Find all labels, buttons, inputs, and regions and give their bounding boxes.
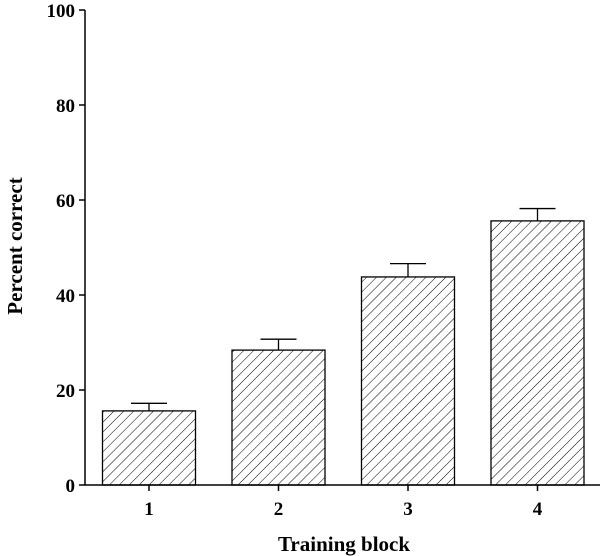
bars-layer xyxy=(101,220,585,486)
x-tick-label: 4 xyxy=(533,499,543,520)
error-bars-layer xyxy=(131,207,556,411)
bar-1 xyxy=(101,410,197,486)
y-tick-label: 40 xyxy=(56,286,75,307)
y-axis-title: Percent correct xyxy=(3,177,27,314)
bar-3 xyxy=(360,276,456,486)
y-tick-label: 0 xyxy=(66,476,76,497)
y-tick-label: 60 xyxy=(56,191,75,212)
y-tick-label: 20 xyxy=(56,381,75,402)
bar-2 xyxy=(231,349,326,486)
x-tick-label: 1 xyxy=(144,499,154,520)
x-tick-label: 3 xyxy=(403,499,413,520)
y-ticks-layer: 0 20 40 60 80 100 xyxy=(47,1,85,497)
y-tick-label: 100 xyxy=(47,1,76,22)
x-ticks-layer: 1 2 3 4 xyxy=(144,485,543,520)
bar-4 xyxy=(490,220,585,486)
x-axis-title: Training block xyxy=(278,532,410,556)
y-tick-label: 80 xyxy=(56,96,75,117)
x-tick-label: 2 xyxy=(274,499,284,520)
